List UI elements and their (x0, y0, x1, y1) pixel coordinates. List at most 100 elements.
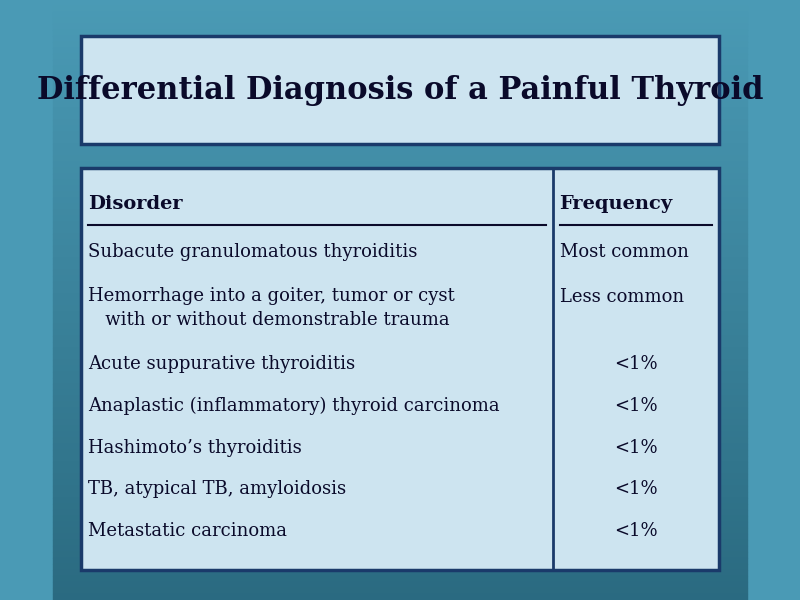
Bar (54, 12, 746, 18)
Bar (54, 366, 746, 372)
Bar (54, 522, 746, 528)
Bar (54, 84, 746, 90)
Bar (54, 276, 746, 282)
Bar (54, 528, 746, 534)
Bar (54, 306, 746, 312)
Bar (54, 390, 746, 396)
Text: <1%: <1% (614, 481, 658, 499)
Bar (54, 534, 746, 540)
Text: Subacute granulomatous thyroiditis: Subacute granulomatous thyroiditis (88, 243, 418, 261)
Bar (54, 450, 746, 456)
Bar (54, 336, 746, 342)
Text: Frequency: Frequency (559, 195, 673, 213)
Bar (54, 96, 746, 102)
Bar (54, 42, 746, 48)
Bar (54, 168, 746, 174)
Text: Differential Diagnosis of a Painful Thyroid: Differential Diagnosis of a Painful Thyr… (37, 74, 763, 106)
Text: Less common: Less common (559, 289, 684, 307)
Bar (54, 420, 746, 426)
Bar (54, 498, 746, 504)
Bar (54, 120, 746, 126)
Bar (54, 294, 746, 300)
Bar (54, 6, 746, 12)
Bar (54, 0, 746, 6)
FancyBboxPatch shape (81, 168, 719, 570)
Bar (54, 156, 746, 162)
Bar (54, 558, 746, 564)
Text: Acute suppurative thyroiditis: Acute suppurative thyroiditis (88, 355, 355, 373)
Bar (54, 372, 746, 378)
Bar (54, 360, 746, 366)
Bar (54, 246, 746, 252)
Bar (54, 342, 746, 348)
Bar (54, 108, 746, 114)
Bar (54, 54, 746, 60)
Bar (54, 540, 746, 546)
Bar (54, 102, 746, 108)
Bar (54, 354, 746, 360)
Bar (54, 252, 746, 258)
Bar (54, 66, 746, 72)
Text: Hemorrhage into a goiter, tumor or cyst
   with or without demonstrable trauma: Hemorrhage into a goiter, tumor or cyst … (88, 287, 454, 329)
Bar (54, 396, 746, 402)
Bar (54, 402, 746, 408)
Text: TB, atypical TB, amyloidosis: TB, atypical TB, amyloidosis (88, 481, 346, 499)
Bar (54, 552, 746, 558)
Bar (54, 240, 746, 246)
Bar (54, 36, 746, 42)
Text: Hashimoto’s thyroiditis: Hashimoto’s thyroiditis (88, 439, 302, 457)
Bar (54, 264, 746, 270)
Bar (54, 228, 746, 234)
Bar (54, 78, 746, 84)
Bar (54, 588, 746, 594)
Bar (54, 564, 746, 570)
Text: Anaplastic (inflammatory) thyroid carcinoma: Anaplastic (inflammatory) thyroid carcin… (88, 397, 499, 415)
Bar (54, 330, 746, 336)
Bar (54, 174, 746, 180)
Bar (54, 432, 746, 438)
Bar (54, 546, 746, 552)
Bar (54, 210, 746, 216)
Bar (54, 510, 746, 516)
Bar (54, 318, 746, 324)
Bar (54, 462, 746, 468)
Bar (54, 90, 746, 96)
Bar (54, 480, 746, 486)
Bar (54, 72, 746, 78)
Bar (54, 24, 746, 30)
Bar (54, 192, 746, 198)
Bar (54, 198, 746, 204)
Bar (54, 474, 746, 480)
Bar (54, 378, 746, 384)
Bar (54, 180, 746, 186)
Bar (54, 30, 746, 36)
Bar (54, 234, 746, 240)
Bar (54, 204, 746, 210)
Bar (54, 48, 746, 54)
Bar (54, 570, 746, 576)
Bar (54, 216, 746, 222)
Bar (54, 582, 746, 588)
Bar (54, 408, 746, 414)
Bar (54, 384, 746, 390)
Bar (54, 282, 746, 288)
Bar (54, 150, 746, 156)
Bar (54, 456, 746, 462)
Bar (54, 186, 746, 192)
Text: Most common: Most common (559, 243, 688, 261)
Bar (54, 504, 746, 510)
Bar (54, 144, 746, 150)
Bar (54, 576, 746, 582)
Bar (54, 414, 746, 420)
Bar (54, 300, 746, 306)
Bar (54, 60, 746, 66)
Text: Metastatic carcinoma: Metastatic carcinoma (88, 522, 287, 540)
Bar (54, 18, 746, 24)
Bar (54, 270, 746, 276)
Bar (54, 324, 746, 330)
Bar (54, 162, 746, 168)
Bar (54, 468, 746, 474)
Bar (54, 486, 746, 492)
Bar (54, 288, 746, 294)
Bar (54, 516, 746, 522)
